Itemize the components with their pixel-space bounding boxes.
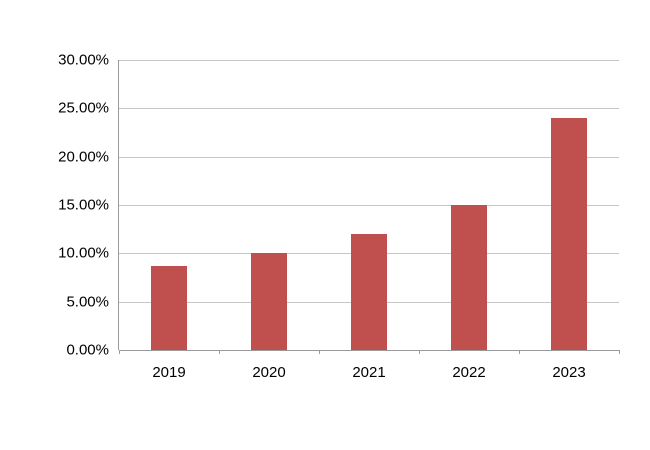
y-axis-tick-label: 0.00% <box>66 341 109 359</box>
bar-2021 <box>351 234 387 350</box>
y-axis-tick-label: 10.00% <box>58 244 109 262</box>
x-axis-tick-label: 2023 <box>552 364 586 381</box>
bar-2022 <box>451 205 487 350</box>
y-axis-tick-label: 30.00% <box>58 51 109 69</box>
gridline <box>119 350 619 351</box>
gridline <box>119 205 619 206</box>
x-axis-tick-mark <box>219 350 220 354</box>
x-axis-tick-label: 2020 <box>252 364 286 381</box>
x-axis-tick-mark <box>419 350 420 354</box>
gridline <box>119 156 619 158</box>
y-axis-tick-label: 25.00% <box>58 99 109 117</box>
x-axis-tick-mark <box>619 350 620 354</box>
y-axis-tick-label: 5.00% <box>66 293 109 311</box>
y-axis-tick-label: 20.00% <box>58 148 109 166</box>
gridline <box>119 60 619 61</box>
y-axis-tick-label: 15.00% <box>58 196 109 214</box>
plot-area: 0.00% 5.00% 10.00% 15.00% 20.00% 25.00% 30.00%… <box>58 52 620 381</box>
x-axis-tick-mark <box>319 350 320 354</box>
gridline <box>119 108 619 110</box>
x-axis-tick-label: 2019 <box>152 364 186 381</box>
x-axis-tick-mark <box>519 350 520 354</box>
x-axis-tick-label: 2021 <box>352 364 386 381</box>
bar-2020 <box>251 253 287 350</box>
bar-2019 <box>151 265 187 350</box>
x-axis-tick-label: 2022 <box>452 364 486 381</box>
bar-2023 <box>551 118 587 350</box>
x-axis-tick-mark <box>119 350 120 354</box>
